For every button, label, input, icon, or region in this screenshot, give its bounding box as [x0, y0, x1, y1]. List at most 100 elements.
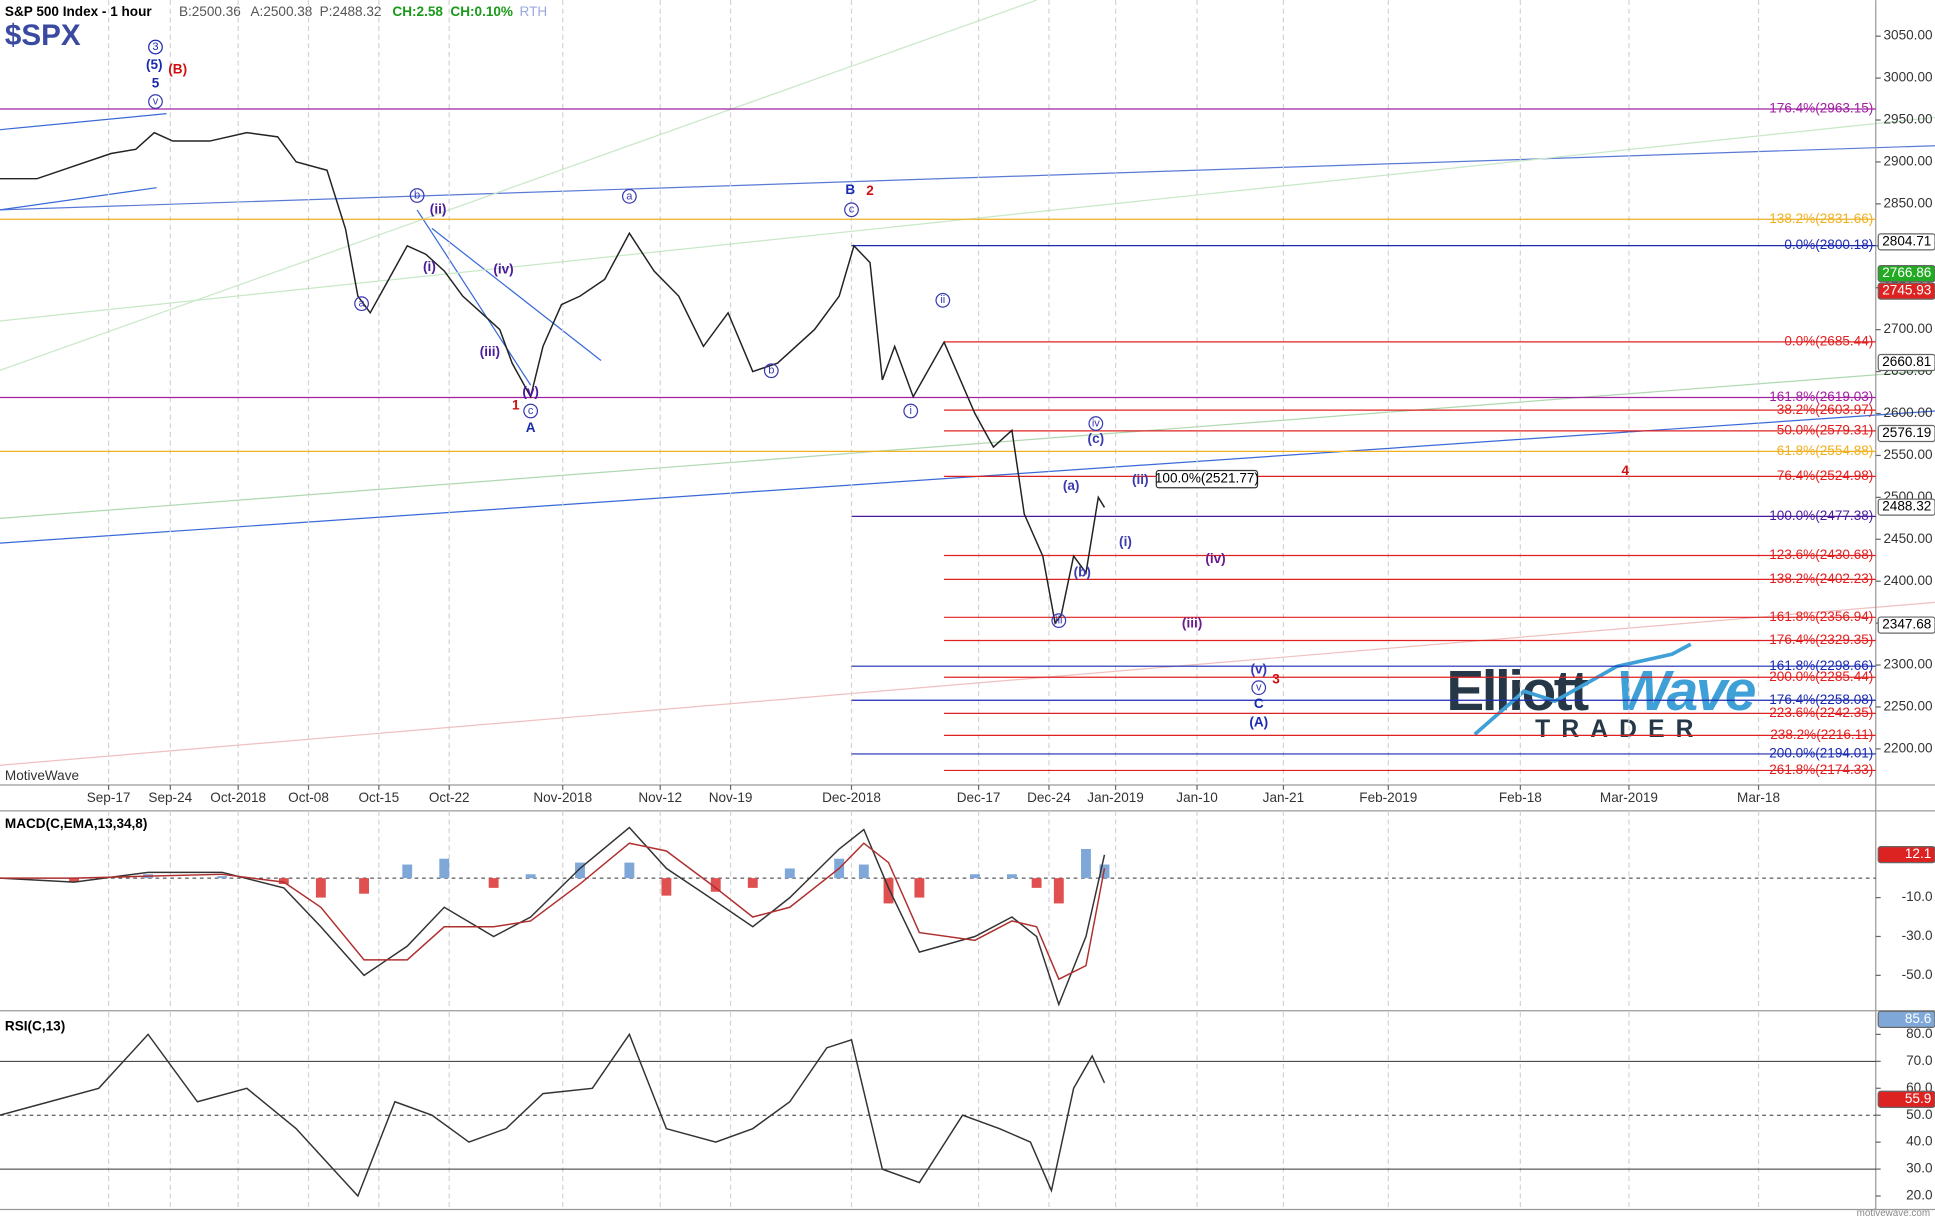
trend-line — [0, 0, 1037, 371]
fib-label: 223.6%(2242.35) — [1769, 705, 1873, 720]
wave-label: b — [768, 365, 774, 377]
wave-label: A — [526, 420, 536, 435]
price-marker — [1877, 1010, 1935, 1028]
wave-circle — [1251, 680, 1267, 696]
boxed-label: 100.0%(2521.77) — [1155, 471, 1259, 486]
price-marker-label: 85.6 — [1905, 1011, 1931, 1026]
histogram-bar — [661, 878, 672, 896]
histogram-bar — [1006, 874, 1017, 879]
price-marker — [1877, 498, 1935, 516]
y-tick-label: -10.0 — [1902, 889, 1933, 904]
histogram-bar — [278, 878, 289, 884]
price-marker-label: 55.9 — [1905, 1091, 1931, 1106]
x-tick-label: Dec-2018 — [822, 790, 881, 805]
wave-circle — [354, 296, 369, 312]
histogram-bar — [969, 874, 980, 879]
y-tick-label: 2950.00 — [1884, 112, 1933, 127]
price-marker — [1877, 233, 1935, 251]
y-tick-label: 3000.00 — [1884, 70, 1933, 85]
price-marker-label: 2576.19 — [1882, 425, 1931, 440]
wave-circle — [1051, 613, 1067, 629]
fib-label: 38.2%(2603.97) — [1777, 402, 1874, 417]
wave-circle — [409, 188, 425, 203]
wave-circle — [935, 292, 951, 308]
quote-bid: B:2500.36 — [179, 4, 241, 19]
wave-label: 3 — [152, 41, 158, 53]
price-marker — [1877, 264, 1935, 283]
fib-label: 123.6%(2430.68) — [1769, 547, 1873, 562]
price-marker — [1877, 282, 1935, 300]
trend-line — [0, 187, 157, 211]
wave-label: (v) — [522, 384, 539, 399]
wave-label: v — [1256, 682, 1262, 694]
price-marker — [1877, 1090, 1935, 1108]
wave-label: v — [153, 96, 159, 108]
wave-label: (5) — [146, 57, 163, 72]
x-tick-label: Nov-19 — [709, 790, 753, 805]
price-marker-label: 2766.86 — [1882, 265, 1931, 280]
x-tick-label: Mar-2019 — [1600, 790, 1658, 805]
macd-title: MACD(C,EMA,13,34,8) — [5, 816, 147, 831]
histogram-bar — [525, 874, 536, 879]
wave-label: 2 — [866, 183, 874, 198]
wave-circle — [1088, 416, 1104, 431]
y-tick-label: 70.0 — [1906, 1053, 1933, 1068]
fib-label: 161.8%(2298.66) — [1769, 658, 1873, 673]
price-marker — [1877, 616, 1935, 634]
price-marker-label: 2745.93 — [1882, 283, 1931, 298]
wave-label: (B) — [168, 61, 187, 76]
quote-change: CH:2.58 — [392, 4, 443, 19]
histogram-bar — [217, 876, 228, 879]
histogram-bar — [784, 868, 795, 879]
fib-label: 176.4%(2258.08) — [1769, 692, 1873, 707]
histogram-bar — [747, 878, 758, 888]
source: MotiveWave — [5, 768, 79, 783]
y-tick-label: 2550.00 — [1884, 447, 1933, 462]
x-tick-label: Oct-22 — [429, 790, 470, 805]
wave-label: B — [845, 182, 855, 197]
fib-label: 238.2%(2216.11) — [1770, 727, 1873, 742]
rsi-title: RSI(C,13) — [5, 1018, 65, 1033]
fib-label: 176.4%(2329.35) — [1769, 632, 1873, 647]
y-tick-label: 2250.00 — [1884, 699, 1933, 714]
price-marker-label: 2347.68 — [1882, 617, 1931, 632]
wave-label: (iv) — [1205, 551, 1225, 566]
wave-circle — [148, 94, 163, 109]
x-tick-label: Nov-12 — [638, 790, 682, 805]
wave-label: c — [528, 405, 534, 417]
histogram-bar — [858, 864, 869, 879]
price-marker-label: 2660.81 — [1882, 354, 1931, 369]
series-line — [0, 842, 1106, 981]
x-tick-label: Dec-24 — [1027, 790, 1071, 805]
chart-title: S&P 500 Index - 1 hour — [5, 4, 152, 19]
wave-circle — [844, 202, 859, 218]
logo-swoosh — [1473, 642, 1692, 736]
footer: motivewave.com — [1857, 1208, 1930, 1217]
wave-label: iii — [1055, 615, 1062, 627]
fib-label: 161.8%(2619.03) — [1769, 389, 1873, 404]
y-tick-label: 2400.00 — [1884, 573, 1933, 588]
wave-label: (v) — [1250, 662, 1267, 677]
wave-label: 4 — [1621, 463, 1629, 478]
wave-label: (ii) — [430, 201, 447, 216]
trend-line — [0, 410, 1935, 544]
y-tick-label: 50.0 — [1906, 1107, 1933, 1122]
fib-label: 76.4%(2524.98) — [1777, 468, 1874, 483]
histogram-bar — [710, 878, 721, 892]
price-marker-label: 12.1 — [1905, 846, 1931, 861]
fib-label: 61.8%(2554.88) — [1777, 443, 1874, 458]
fib-label: 50.0%(2579.31) — [1777, 422, 1874, 437]
histogram-bar — [575, 862, 585, 879]
wave-circle — [621, 188, 637, 204]
logo-part2: Wave — [1617, 660, 1755, 723]
price-marker — [1877, 353, 1935, 372]
label-box — [1155, 469, 1259, 489]
y-tick-label: 20.0 — [1906, 1188, 1933, 1203]
histogram-bar — [488, 878, 499, 888]
y-tick-label: 2600.00 — [1884, 405, 1933, 420]
trend-line — [416, 209, 532, 386]
trend-line — [0, 113, 167, 131]
fib-label: 100.0%(2477.38) — [1769, 508, 1873, 523]
y-tick-label: 2850.00 — [1884, 195, 1933, 210]
price-marker-label: 2804.71 — [1882, 233, 1931, 248]
